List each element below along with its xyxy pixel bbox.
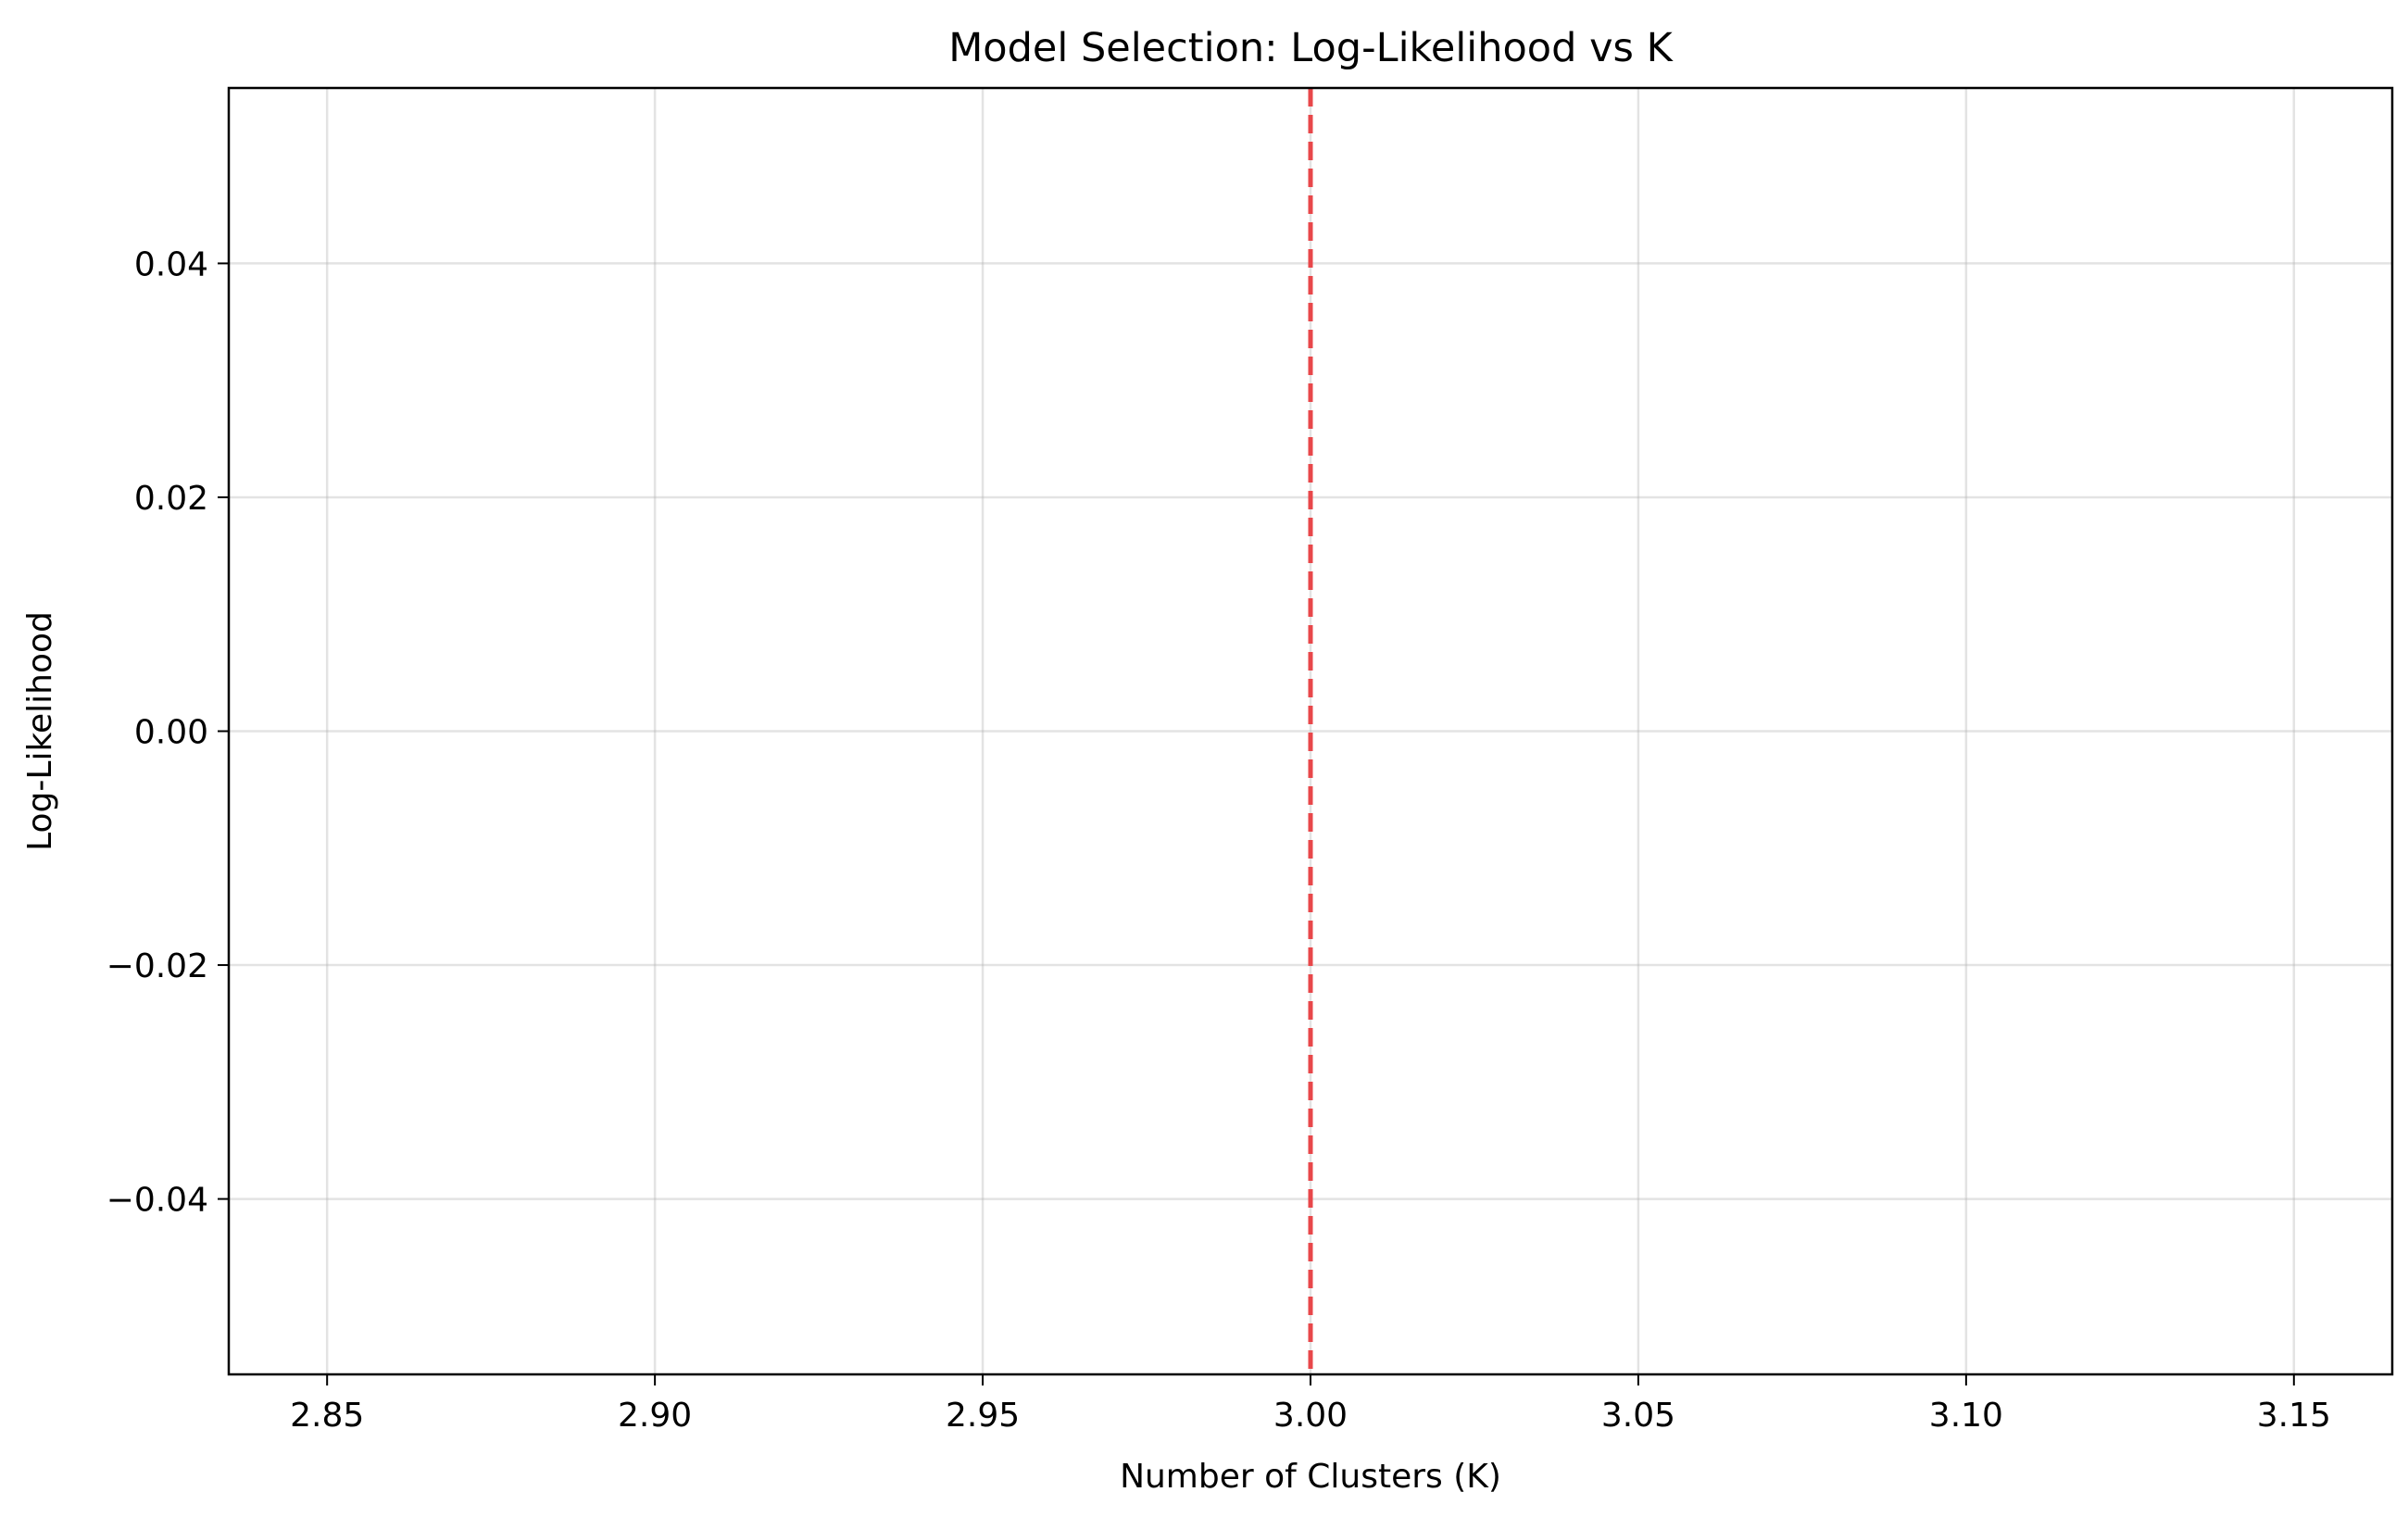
y-tick-label: 0.02 <box>134 480 208 518</box>
x-tick-label: 2.95 <box>946 1397 1020 1435</box>
x-tick-label: 3.15 <box>2257 1397 2331 1435</box>
y-tick-label: −0.02 <box>107 947 208 985</box>
y-tick-label: 0.00 <box>134 714 208 752</box>
y-tick-label: −0.04 <box>107 1182 208 1220</box>
y-axis-ticks: −0.04 −0.02 0.00 0.02 0.04 <box>107 245 229 1220</box>
chart-title: Model Selection: Log-Likelihood vs K <box>948 25 1674 71</box>
x-tick-label: 2.85 <box>290 1397 364 1435</box>
x-tick-label: 2.90 <box>618 1397 692 1435</box>
x-tick-label: 3.10 <box>1929 1397 2003 1435</box>
x-axis-ticks: 2.85 2.90 2.95 3.00 3.05 3.10 3.15 <box>290 1374 2331 1435</box>
x-tick-label: 3.00 <box>1273 1397 1348 1435</box>
x-tick-label: 3.05 <box>1601 1397 1675 1435</box>
y-axis-label: Log-Likelihood <box>21 611 59 851</box>
y-tick-label: 0.04 <box>134 245 208 283</box>
x-axis-label: Number of Clusters (K) <box>1120 1458 1501 1496</box>
